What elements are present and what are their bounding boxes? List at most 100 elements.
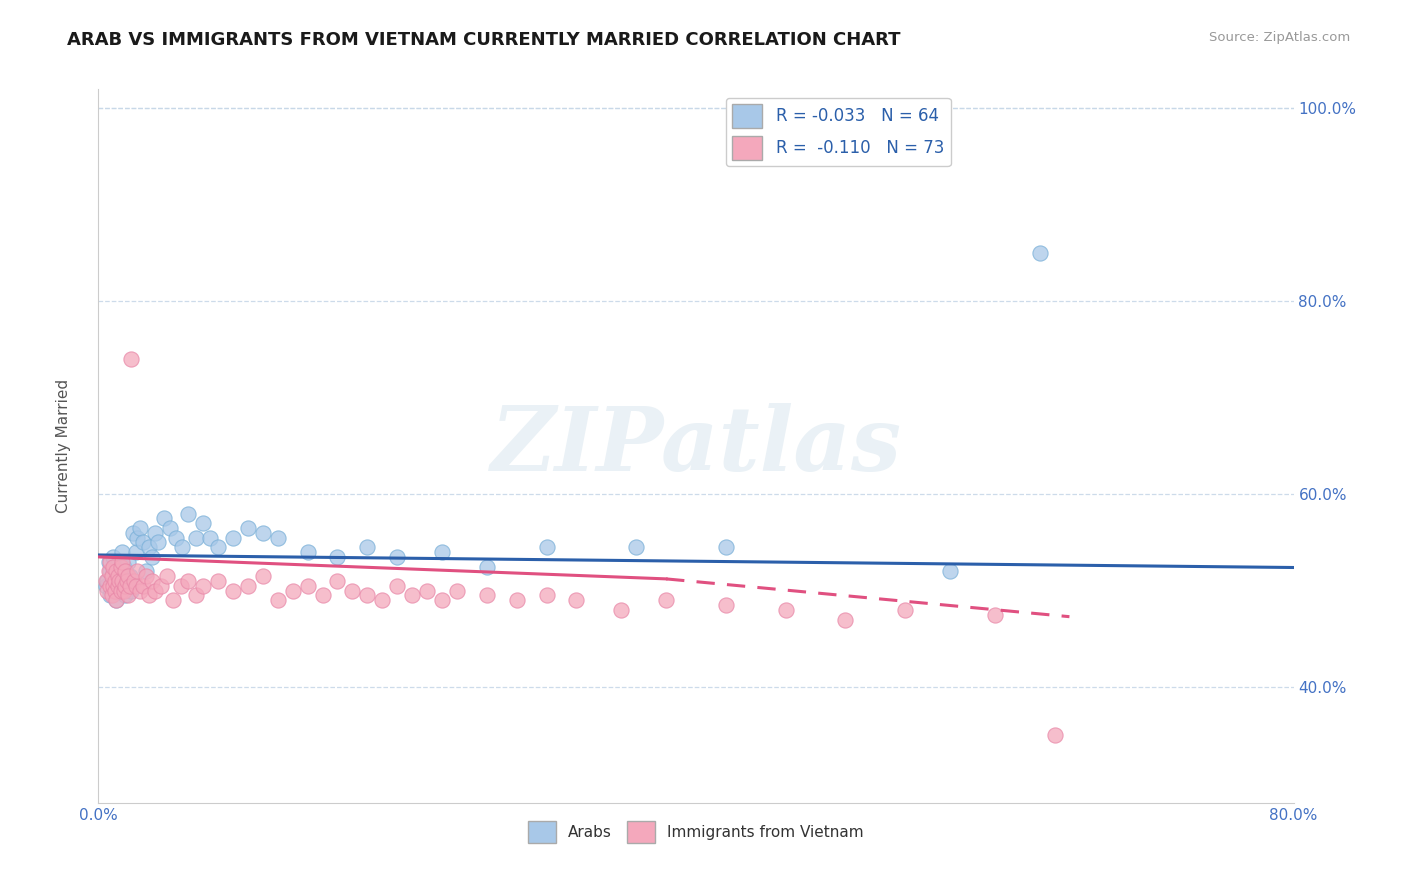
Point: [207, 541, 229, 555]
Point: [342, 583, 364, 598]
Point: [177, 574, 200, 588]
Point: [138, 589, 160, 603]
Point: [143, 583, 166, 598]
Point: [105, 559, 128, 574]
Point: [111, 583, 134, 598]
Point: [98, 565, 122, 579]
Point: [252, 569, 274, 583]
Point: [1028, 246, 1050, 260]
Point: [115, 579, 138, 593]
Point: [714, 598, 737, 612]
Point: [112, 559, 135, 574]
Point: [107, 583, 129, 598]
Legend: Arabs, Immigrants from Vietnam: Arabs, Immigrants from Vietnam: [522, 814, 870, 848]
Point: [121, 525, 143, 540]
Point: [125, 579, 148, 593]
Point: [101, 579, 124, 593]
Point: [103, 559, 125, 574]
Point: [129, 521, 152, 535]
Point: [153, 511, 176, 525]
Point: [96, 574, 118, 588]
Text: Source: ZipAtlas.com: Source: ZipAtlas.com: [1209, 31, 1350, 45]
Point: [101, 589, 124, 603]
Point: [117, 555, 139, 569]
Point: [655, 593, 678, 607]
Point: [104, 583, 127, 598]
Point: [105, 593, 128, 607]
Point: [127, 531, 149, 545]
Point: [114, 565, 136, 579]
Point: [297, 579, 319, 593]
Point: [120, 352, 142, 367]
Point: [104, 569, 127, 583]
Point: [94, 579, 117, 593]
Point: [356, 589, 378, 603]
Point: [401, 589, 423, 603]
Point: [115, 574, 138, 588]
Point: [150, 579, 173, 593]
Point: [98, 555, 122, 569]
Point: [98, 579, 122, 593]
Point: [108, 574, 131, 588]
Point: [191, 516, 214, 530]
Point: [110, 579, 132, 593]
Point: [894, 603, 917, 617]
Point: [475, 559, 498, 574]
Point: [148, 535, 170, 549]
Point: [101, 569, 124, 583]
Point: [200, 531, 222, 545]
Point: [371, 593, 394, 607]
Point: [125, 545, 148, 559]
Point: [326, 549, 349, 564]
Point: [118, 569, 141, 583]
Point: [114, 579, 136, 593]
Point: [117, 589, 139, 603]
Point: [104, 574, 127, 588]
Point: [129, 583, 152, 598]
Point: [565, 593, 588, 607]
Point: [775, 603, 797, 617]
Point: [108, 555, 131, 569]
Point: [156, 569, 179, 583]
Point: [267, 531, 290, 545]
Point: [385, 549, 409, 564]
Text: ARAB VS IMMIGRANTS FROM VIETNAM CURRENTLY MARRIED CORRELATION CHART: ARAB VS IMMIGRANTS FROM VIETNAM CURRENTL…: [67, 31, 901, 49]
Point: [110, 583, 132, 598]
Point: [326, 574, 349, 588]
Point: [96, 583, 118, 598]
Point: [103, 565, 125, 579]
Point: [610, 603, 633, 617]
Point: [236, 579, 259, 593]
Point: [107, 569, 129, 583]
Point: [117, 569, 139, 583]
Point: [107, 579, 129, 593]
Point: [108, 574, 131, 588]
Point: [98, 589, 122, 603]
Point: [120, 583, 142, 598]
Point: [97, 555, 120, 569]
Point: [141, 574, 163, 588]
Point: [984, 607, 1007, 622]
Point: [105, 565, 128, 579]
Point: [356, 541, 378, 555]
Point: [177, 507, 200, 521]
Point: [184, 589, 207, 603]
Point: [110, 559, 132, 574]
Point: [112, 583, 135, 598]
Point: [107, 569, 129, 583]
Point: [103, 574, 125, 588]
Point: [165, 531, 187, 545]
Point: [626, 541, 648, 555]
Point: [311, 589, 333, 603]
Point: [536, 589, 558, 603]
Point: [111, 555, 134, 569]
Point: [110, 565, 132, 579]
Point: [105, 593, 128, 607]
Point: [97, 565, 120, 579]
Point: [475, 589, 498, 603]
Point: [138, 541, 160, 555]
Point: [111, 574, 134, 588]
Point: [430, 545, 453, 559]
Point: [114, 589, 136, 603]
Point: [252, 525, 274, 540]
